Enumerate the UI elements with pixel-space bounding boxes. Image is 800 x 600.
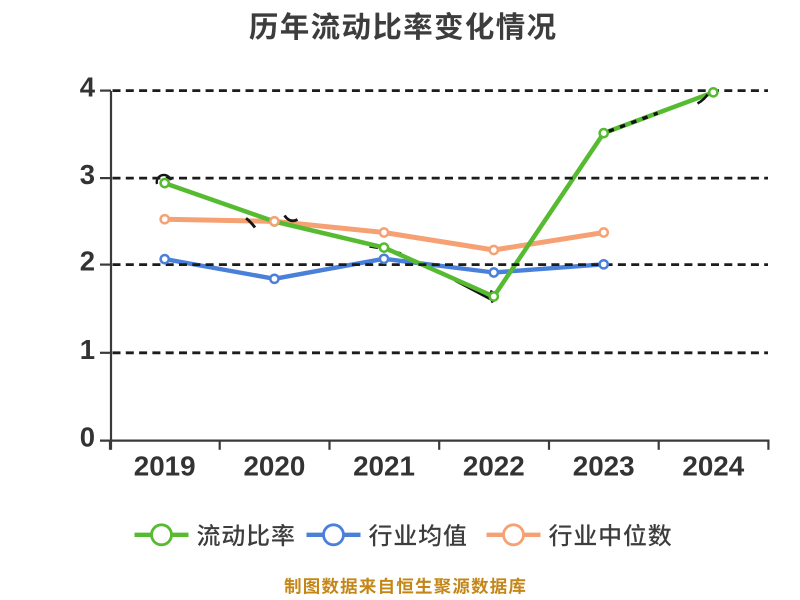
svg-text:2024: 2024 (682, 450, 744, 481)
svg-text:2021: 2021 (353, 450, 415, 481)
svg-text:2022: 2022 (463, 450, 525, 481)
svg-text:3: 3 (80, 159, 95, 190)
svg-text:2023: 2023 (573, 450, 635, 481)
svg-text:0: 0 (80, 422, 95, 453)
svg-text:2019: 2019 (134, 450, 196, 481)
svg-text:4: 4 (80, 72, 96, 103)
svg-text:2020: 2020 (243, 450, 305, 481)
svg-text:2: 2 (80, 246, 95, 277)
svg-text:1: 1 (80, 334, 95, 365)
